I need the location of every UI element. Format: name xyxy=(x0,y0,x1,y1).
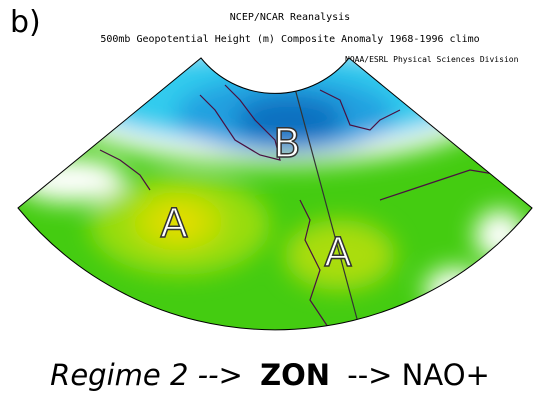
caption-regime: Regime 2 --> xyxy=(50,358,243,392)
map-label: A xyxy=(324,230,352,276)
panel-label: b) xyxy=(10,5,41,40)
map-label: B xyxy=(273,121,300,167)
credit: NOAA/ESRL Physical Sciences Division xyxy=(345,55,519,64)
coastlines xyxy=(99,69,501,330)
caption-result: --> NAO+ xyxy=(347,358,490,392)
title-line: NCEP/NCAR Reanalysis xyxy=(230,12,350,23)
map-label: A xyxy=(160,201,188,247)
title-line: 500mb Geopotential Height (m) Composite … xyxy=(100,34,479,45)
map xyxy=(18,58,532,330)
caption: Regime 2 --> ZON --> NAO+ xyxy=(50,358,490,392)
map-frame xyxy=(17,57,533,331)
caption-pattern: ZON xyxy=(260,358,330,392)
